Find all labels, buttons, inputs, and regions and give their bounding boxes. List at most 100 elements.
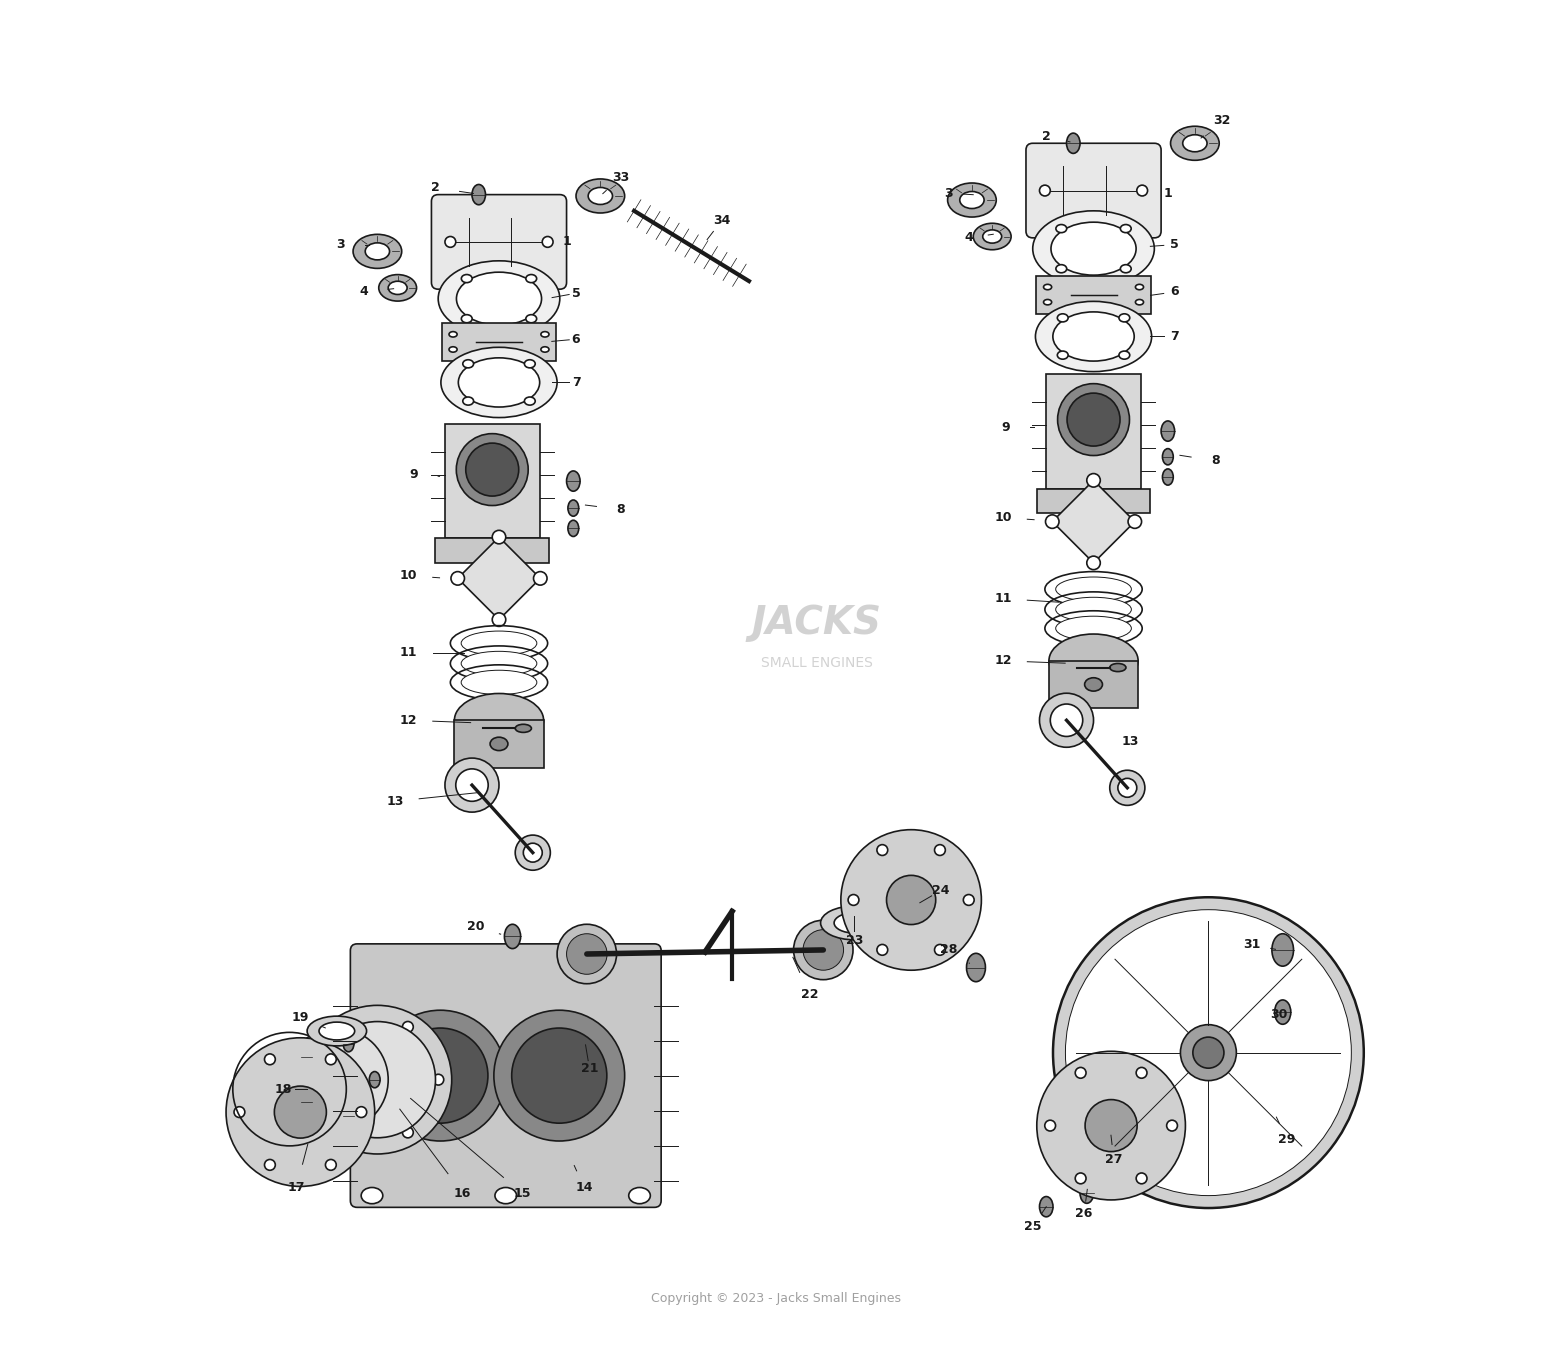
Ellipse shape <box>534 571 546 585</box>
Ellipse shape <box>490 737 508 750</box>
Ellipse shape <box>542 237 553 248</box>
Ellipse shape <box>821 906 888 940</box>
Ellipse shape <box>402 1127 413 1137</box>
Ellipse shape <box>1049 634 1138 688</box>
Ellipse shape <box>461 670 537 695</box>
Ellipse shape <box>1136 1173 1147 1183</box>
Ellipse shape <box>326 1159 337 1170</box>
Ellipse shape <box>449 332 458 337</box>
Ellipse shape <box>307 1016 366 1045</box>
Ellipse shape <box>227 1037 374 1186</box>
Ellipse shape <box>492 531 506 544</box>
FancyBboxPatch shape <box>431 195 566 290</box>
Ellipse shape <box>352 234 402 268</box>
Ellipse shape <box>494 1010 624 1141</box>
Ellipse shape <box>343 1036 354 1052</box>
Ellipse shape <box>568 520 579 536</box>
Ellipse shape <box>1119 351 1130 359</box>
Ellipse shape <box>1035 302 1152 371</box>
Ellipse shape <box>512 1028 607 1124</box>
Text: 30: 30 <box>1270 1009 1287 1021</box>
Ellipse shape <box>1057 383 1130 455</box>
Text: 21: 21 <box>580 1063 598 1075</box>
Ellipse shape <box>343 1108 354 1124</box>
Text: 10: 10 <box>995 510 1012 524</box>
Ellipse shape <box>557 925 616 984</box>
Polygon shape <box>1052 481 1135 563</box>
Ellipse shape <box>320 1022 355 1040</box>
Ellipse shape <box>1119 314 1130 322</box>
Ellipse shape <box>264 1053 275 1064</box>
Text: 5: 5 <box>1170 238 1180 250</box>
Ellipse shape <box>1057 314 1068 322</box>
Text: 7: 7 <box>571 376 580 389</box>
Ellipse shape <box>234 1106 245 1117</box>
Ellipse shape <box>393 1028 487 1124</box>
Ellipse shape <box>1086 474 1100 487</box>
Ellipse shape <box>1162 468 1173 485</box>
Ellipse shape <box>275 1086 326 1139</box>
Ellipse shape <box>452 571 464 585</box>
Ellipse shape <box>1085 1099 1138 1152</box>
Ellipse shape <box>1136 299 1144 305</box>
Text: 3: 3 <box>337 238 345 250</box>
Ellipse shape <box>525 360 535 368</box>
Text: 2: 2 <box>1041 130 1051 144</box>
Ellipse shape <box>1121 264 1131 272</box>
Ellipse shape <box>379 275 416 301</box>
Text: 6: 6 <box>1170 286 1180 298</box>
Ellipse shape <box>934 845 945 856</box>
FancyBboxPatch shape <box>1049 661 1138 708</box>
Ellipse shape <box>1065 910 1352 1196</box>
Ellipse shape <box>1167 1120 1178 1131</box>
Ellipse shape <box>1136 185 1147 196</box>
Text: 1: 1 <box>1164 187 1172 200</box>
Ellipse shape <box>982 230 1001 244</box>
Text: 6: 6 <box>571 333 580 345</box>
Ellipse shape <box>523 844 542 862</box>
Ellipse shape <box>1110 770 1145 806</box>
Ellipse shape <box>542 347 549 352</box>
Ellipse shape <box>1052 898 1364 1208</box>
Ellipse shape <box>456 433 528 505</box>
Ellipse shape <box>495 1187 517 1204</box>
Ellipse shape <box>1183 135 1207 152</box>
Ellipse shape <box>449 347 458 352</box>
Ellipse shape <box>461 275 472 283</box>
Ellipse shape <box>847 895 858 906</box>
Ellipse shape <box>1044 1120 1055 1131</box>
Ellipse shape <box>1046 515 1058 528</box>
Ellipse shape <box>1085 678 1102 691</box>
Ellipse shape <box>445 758 500 812</box>
Ellipse shape <box>566 934 607 975</box>
Ellipse shape <box>1170 126 1220 160</box>
Ellipse shape <box>1193 1037 1225 1068</box>
Ellipse shape <box>1032 211 1155 287</box>
Ellipse shape <box>461 631 537 655</box>
Ellipse shape <box>341 1127 352 1137</box>
Ellipse shape <box>1128 515 1142 528</box>
FancyBboxPatch shape <box>436 539 549 563</box>
Ellipse shape <box>973 223 1010 249</box>
FancyBboxPatch shape <box>1037 276 1152 314</box>
Ellipse shape <box>433 1074 444 1085</box>
Ellipse shape <box>1162 448 1173 464</box>
Ellipse shape <box>1117 779 1136 798</box>
Ellipse shape <box>841 830 981 971</box>
Text: 4: 4 <box>965 232 973 244</box>
Ellipse shape <box>959 191 984 209</box>
Ellipse shape <box>310 1074 321 1085</box>
Text: 22: 22 <box>801 988 818 1001</box>
Ellipse shape <box>1121 225 1131 233</box>
Ellipse shape <box>525 397 535 405</box>
Text: 9: 9 <box>1001 421 1010 433</box>
Ellipse shape <box>461 314 472 322</box>
Ellipse shape <box>948 183 996 217</box>
Text: Copyright © 2023 - Jacks Small Engines: Copyright © 2023 - Jacks Small Engines <box>650 1292 902 1305</box>
Ellipse shape <box>802 930 844 971</box>
Text: 25: 25 <box>1024 1220 1041 1233</box>
Text: 11: 11 <box>400 646 417 659</box>
Text: 20: 20 <box>467 921 484 933</box>
Ellipse shape <box>472 184 486 204</box>
Ellipse shape <box>1161 421 1175 441</box>
